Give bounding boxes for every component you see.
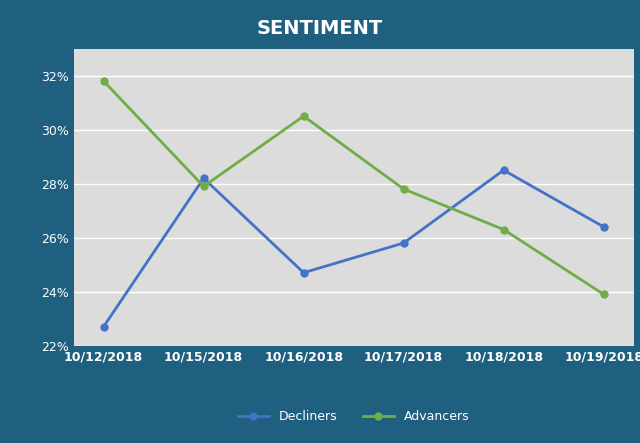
Decliners <box>200 175 207 181</box>
Line: Decliners: Decliners <box>100 167 607 330</box>
Legend: Decliners, Advancers: Decliners, Advancers <box>233 405 474 428</box>
Decliners <box>100 324 108 329</box>
Advancers <box>300 113 307 119</box>
Decliners <box>500 167 508 173</box>
Advancers <box>600 291 607 297</box>
Advancers <box>500 227 508 232</box>
Decliners <box>400 241 408 246</box>
Text: SENTIMENT: SENTIMENT <box>257 19 383 38</box>
Decliners <box>300 270 307 276</box>
Advancers <box>100 78 108 84</box>
Advancers <box>200 184 207 189</box>
Decliners <box>600 224 607 229</box>
Line: Advancers: Advancers <box>100 78 607 298</box>
Advancers <box>400 187 408 192</box>
